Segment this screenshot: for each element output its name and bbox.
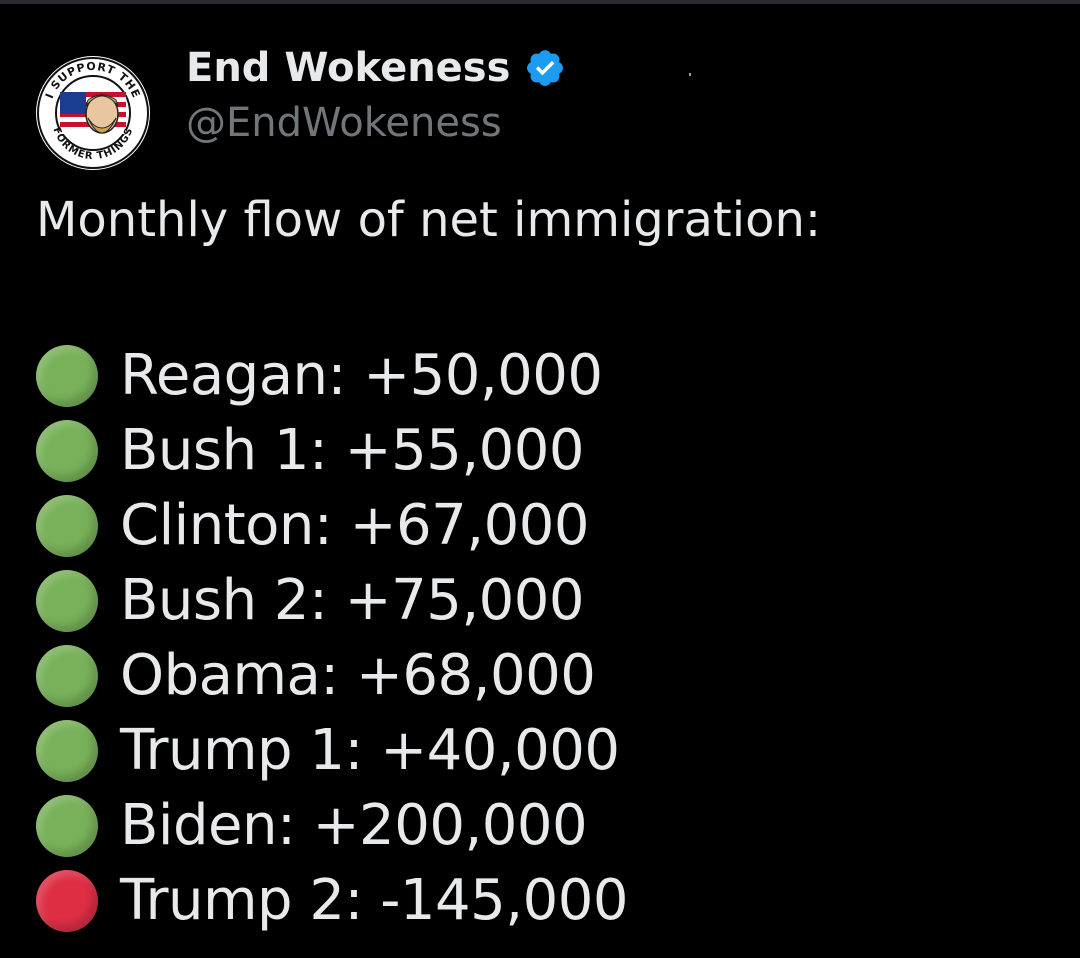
list-item: Bush 1: +55,000 xyxy=(36,413,628,488)
post-header: I SUPPORT THE FORMER THINGS End Wokeness… xyxy=(36,40,1036,170)
list-item-label: Biden: +200,000 xyxy=(120,793,588,858)
list-item: Obama: +68,000 xyxy=(36,638,628,713)
green-circle-icon xyxy=(36,644,98,707)
display-name[interactable]: End Wokeness xyxy=(186,45,511,91)
avatar-image: I SUPPORT THE FORMER THINGS xyxy=(37,57,149,169)
list-item-label: Trump 1: +40,000 xyxy=(120,718,620,783)
top-divider xyxy=(0,0,1080,4)
list-item: Clinton: +67,000 xyxy=(36,488,628,563)
green-circle-icon xyxy=(36,494,98,557)
artifact-speck xyxy=(689,73,691,76)
list-item: Biden: +200,000 xyxy=(36,788,628,863)
handle[interactable]: @EndWokeness xyxy=(186,100,502,146)
green-circle-icon xyxy=(36,569,98,632)
list-item-label: Clinton: +67,000 xyxy=(120,493,589,558)
list-item-label: Bush 1: +55,000 xyxy=(120,418,585,483)
green-circle-icon xyxy=(36,719,98,782)
green-circle-icon xyxy=(36,344,98,407)
green-circle-icon xyxy=(36,419,98,482)
red-circle-icon xyxy=(36,869,98,932)
list-item-label: Trump 2: -145,000 xyxy=(120,868,628,933)
post-intro-text: Monthly flow of net immigration: xyxy=(36,192,822,248)
list-item: Bush 2: +75,000 xyxy=(36,563,628,638)
post-body: Monthly flow of net immigration: xyxy=(36,190,1046,250)
list-item-label: Obama: +68,000 xyxy=(120,643,596,708)
name-row: End Wokeness xyxy=(186,40,566,96)
list-item: Trump 2: -145,000 xyxy=(36,863,628,938)
list-item-label: Reagan: +50,000 xyxy=(120,343,603,408)
list-item: Reagan: +50,000 xyxy=(36,338,628,413)
list-item-label: Bush 2: +75,000 xyxy=(120,568,585,633)
avatar[interactable]: I SUPPORT THE FORMER THINGS xyxy=(36,56,150,170)
green-circle-icon xyxy=(36,794,98,857)
verified-badge-icon[interactable] xyxy=(524,47,566,89)
immigration-list: Reagan: +50,000 Bush 1: +55,000 Clinton:… xyxy=(36,338,628,938)
list-item: Trump 1: +40,000 xyxy=(36,713,628,788)
